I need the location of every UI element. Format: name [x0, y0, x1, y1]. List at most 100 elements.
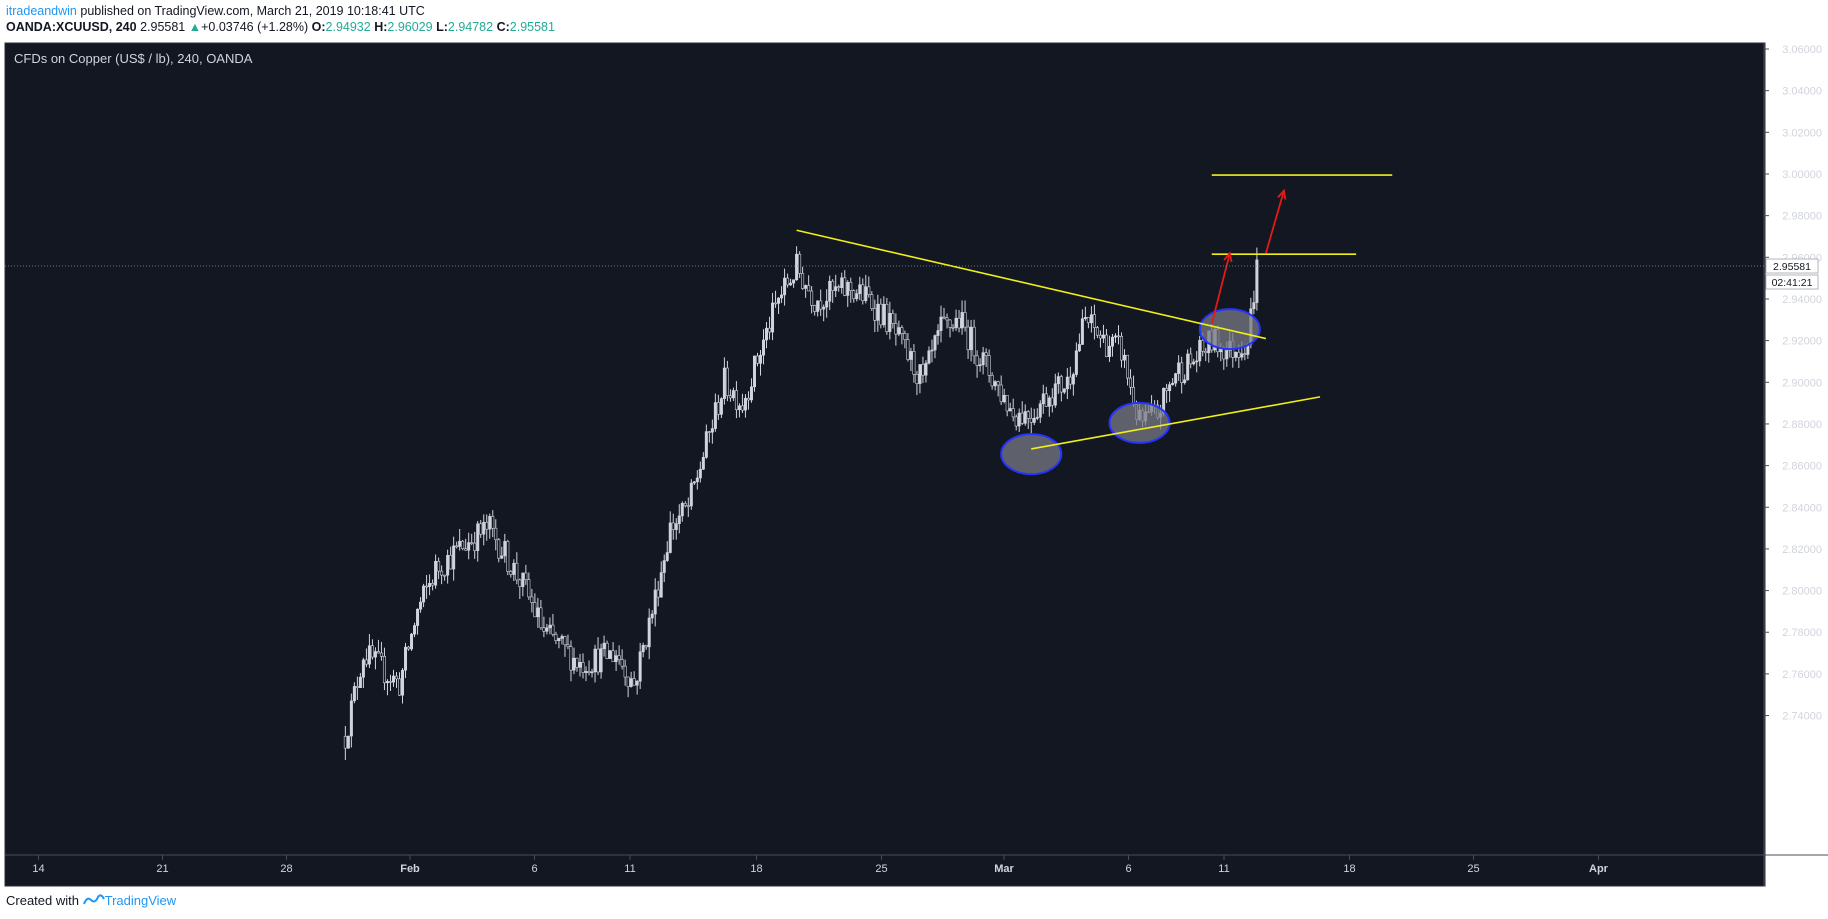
candle-body: [909, 351, 913, 360]
highlight-ellipse[interactable]: [1000, 433, 1063, 476]
candle-body: [467, 542, 471, 551]
candle-body: [942, 316, 946, 319]
candle-body: [957, 317, 961, 329]
candle-body: [437, 560, 441, 572]
target-arrow-line[interactable]: [1265, 190, 1285, 254]
candle-body: [358, 676, 362, 688]
candle-body: [927, 350, 931, 364]
candle-body: [382, 656, 386, 684]
candle-body: [1177, 362, 1181, 374]
candle-body: [605, 642, 609, 659]
candle-body: [834, 286, 838, 291]
price-tick-label: 3.06000: [1782, 44, 1822, 56]
candle-body: [349, 700, 353, 737]
price-labels-group: 2.95581 02:41:21: [5, 258, 1819, 290]
candle-body: [1240, 353, 1244, 358]
candle-body: [816, 300, 820, 312]
candle-body: [376, 651, 380, 654]
author-link[interactable]: itradeandwin: [6, 4, 77, 18]
candle-body: [1038, 403, 1042, 418]
last-price: 2.95581: [140, 20, 186, 34]
tradingview-brand[interactable]: TradingView: [104, 893, 177, 908]
candle-body: [966, 326, 970, 351]
candle-body: [915, 374, 919, 384]
candle-body: [401, 669, 405, 696]
time-tick-label: Apr: [1589, 863, 1609, 875]
candle-body: [518, 579, 522, 587]
candle-body: [1023, 411, 1027, 424]
candle-body: [1189, 353, 1193, 365]
candle-body: [704, 431, 708, 458]
price-tick-label: 2.80000: [1782, 586, 1822, 598]
published-text: published on TradingView.com, March 21, …: [80, 4, 425, 18]
candle-body: [635, 680, 639, 686]
candle-body: [831, 280, 835, 291]
time-tick-label: 25: [1467, 863, 1479, 875]
time-tick-label: Feb: [400, 863, 420, 875]
candle-body: [930, 349, 934, 352]
candle-body: [394, 675, 398, 680]
candle-body: [656, 589, 660, 598]
candle-body: [599, 648, 603, 673]
candle-body: [876, 303, 880, 321]
candle-body: [638, 651, 642, 682]
countdown-badge-text: 02:41:21: [1772, 277, 1813, 289]
candle-body: [1020, 412, 1024, 424]
candle-body: [1198, 340, 1202, 362]
candle-body: [404, 646, 408, 671]
candle-body: [491, 516, 495, 529]
highlight-ellipse[interactable]: [1108, 401, 1171, 444]
candle-body: [804, 285, 808, 289]
candle-body: [993, 381, 997, 387]
candle-body: [822, 306, 826, 310]
open-label: O:: [311, 20, 326, 34]
candles-group: [343, 246, 1259, 760]
candle-body: [629, 678, 633, 687]
candle-body: [984, 352, 988, 356]
candle-body: [407, 646, 411, 650]
candle-body: [798, 253, 802, 274]
candle-body: [352, 686, 356, 702]
footer: Created with TradingView: [6, 893, 176, 908]
trend-line[interactable]: [796, 229, 1267, 340]
candle-body: [1132, 386, 1136, 405]
candle-body: [422, 585, 426, 603]
candle-body: [996, 381, 1000, 386]
candle-body: [644, 645, 648, 648]
price-tick-label: 3.02000: [1782, 127, 1822, 139]
candle-body: [584, 671, 588, 673]
price-tick-label: 2.86000: [1782, 461, 1822, 473]
time-tick-label: 14: [32, 863, 44, 875]
candle-body: [870, 294, 874, 309]
target-arrow-line[interactable]: [1210, 252, 1231, 325]
candle-body: [1174, 373, 1178, 384]
trend-line[interactable]: [1031, 396, 1321, 450]
time-axis[interactable]: 14 21 28 Feb 6 11 18 25 Mar 6 11 18 25 Apr: [32, 855, 1609, 875]
high-label: H:: [374, 20, 388, 34]
candle-body: [632, 678, 636, 686]
candle-body: [981, 352, 985, 366]
candle-body: [719, 398, 723, 415]
candle-body: [783, 277, 787, 296]
candle-body: [674, 523, 678, 530]
candle-body: [689, 482, 693, 507]
price-tick-label: 2.94000: [1782, 294, 1822, 306]
candle-body: [912, 351, 916, 375]
candle-body: [464, 548, 468, 551]
candle-body: [623, 665, 627, 678]
candle-body: [969, 326, 973, 351]
candle-body: [503, 541, 507, 557]
candle-body: [1083, 316, 1087, 320]
candle-body: [963, 312, 967, 328]
candle-body: [948, 319, 952, 328]
candle-body: [650, 613, 654, 619]
candle-body: [1053, 383, 1057, 406]
candle-body: [1126, 354, 1130, 379]
candle-body: [728, 395, 732, 399]
candle-body: [1074, 350, 1078, 375]
highlight-ellipse[interactable]: [1198, 308, 1261, 351]
candle-body: [620, 659, 624, 667]
candle-body: [765, 327, 769, 341]
price-axis[interactable]: 3.060003.040003.020003.000002.980002.960…: [1764, 44, 1822, 723]
